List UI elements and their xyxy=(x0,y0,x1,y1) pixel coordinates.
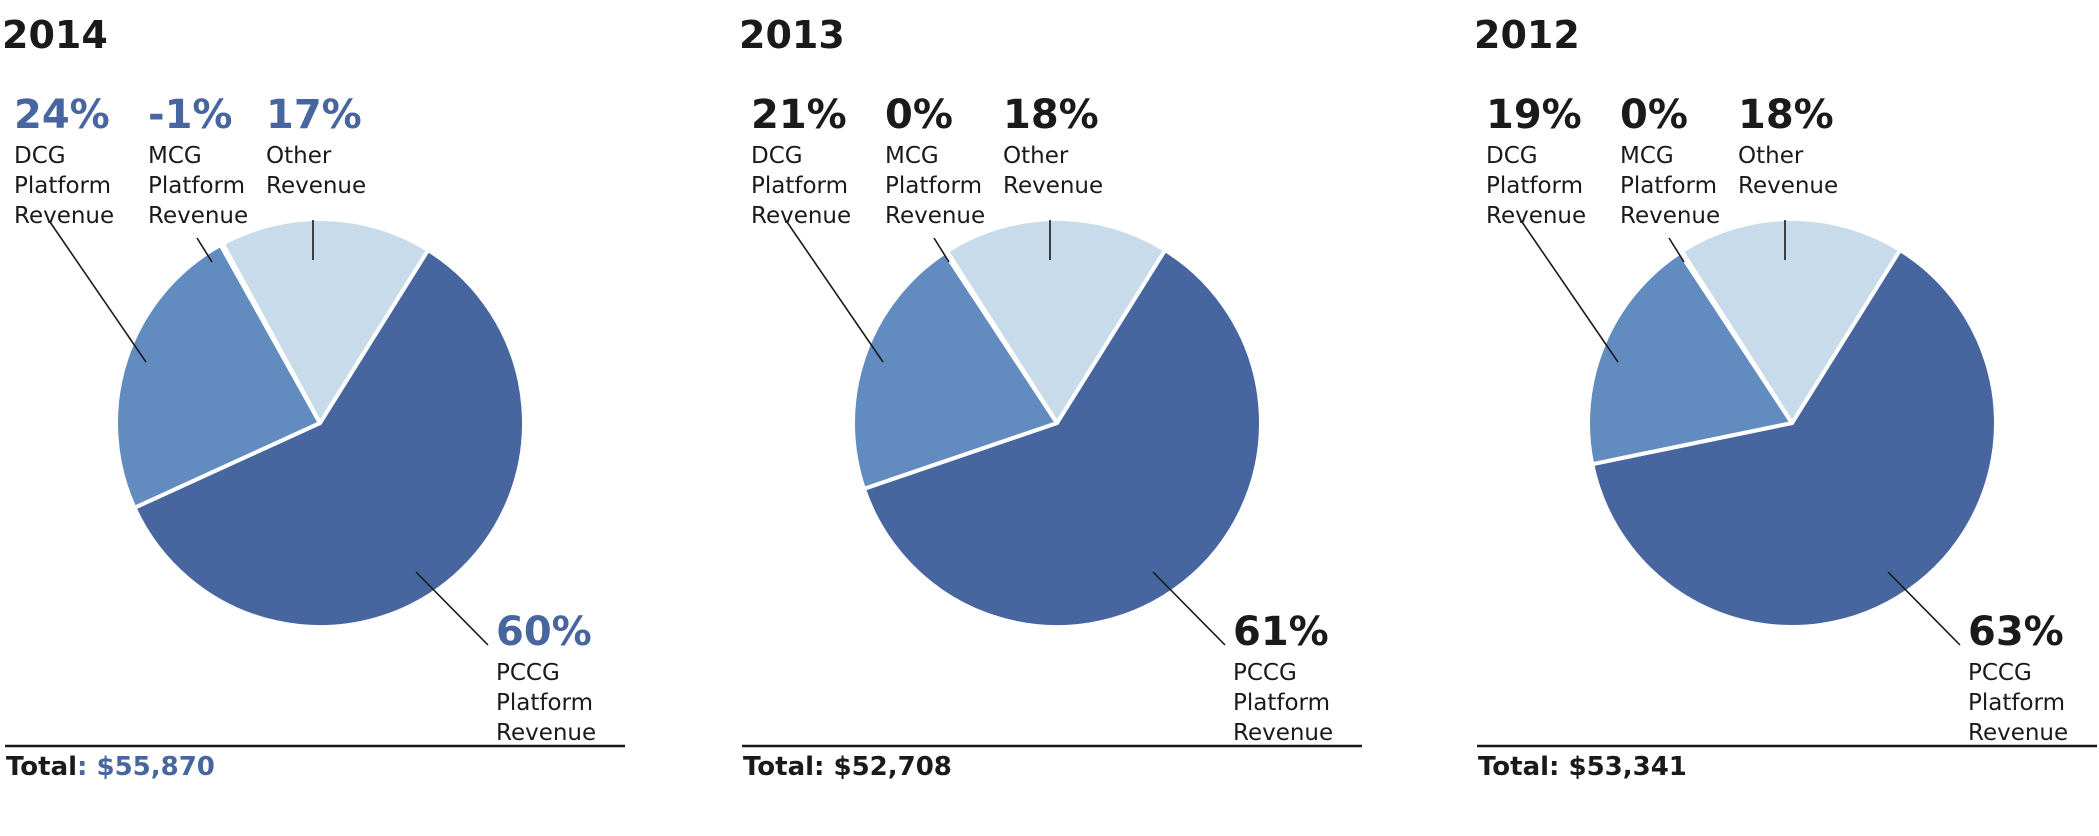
segment-label-pccg: PCCG xyxy=(496,660,560,686)
pie-slice-other xyxy=(944,217,1168,425)
segment-label-pccg: Revenue xyxy=(1968,720,2068,746)
pie-slice-dcg xyxy=(851,250,1059,491)
leader-line-mcg xyxy=(1668,237,1685,263)
total-label: Total xyxy=(6,752,77,782)
segment-label-mcg: Revenue xyxy=(885,203,985,229)
total-label: Total xyxy=(1478,752,1549,782)
segment-label-dcg: Revenue xyxy=(1486,203,1586,229)
segment-label-mcg: Revenue xyxy=(148,203,248,229)
chart-title: 2013 xyxy=(739,13,845,57)
segment-label-pccg: Platform xyxy=(1968,690,2065,716)
pct-label-mcg: -1% xyxy=(148,92,233,138)
segment-label-mcg: Platform xyxy=(1620,173,1717,199)
pct-label-other: 17% xyxy=(266,92,362,138)
segment-label-pccg: Revenue xyxy=(496,720,596,746)
pct-label-other: 18% xyxy=(1003,92,1099,138)
segment-label-other: Revenue xyxy=(1738,173,1838,199)
pie-chart-2014: 2014 60% PCCG Platform Revenue 24% DCG Platform… xyxy=(2,13,625,782)
segment-label-pccg: Revenue xyxy=(1233,720,1333,746)
segment-label-pccg: PCCG xyxy=(1233,660,1297,686)
segment-label-dcg: Platform xyxy=(14,173,111,199)
segment-label-pccg: PCCG xyxy=(1968,660,2032,686)
pct-label-pccg: 60% xyxy=(496,609,592,655)
leader-line-mcg xyxy=(196,237,213,263)
total-value: : $55,870 xyxy=(77,752,215,782)
leader-line-dcg xyxy=(786,221,884,363)
pct-label-dcg: 21% xyxy=(751,92,847,138)
segment-label-other: Revenue xyxy=(1003,173,1103,199)
pie-chart-2013: 2013 61% PCCG Platform Revenue 21% DCG Platform… xyxy=(739,13,1362,782)
pct-label-other: 18% xyxy=(1738,92,1834,138)
segment-label-dcg: Platform xyxy=(1486,173,1583,199)
pie-slice-pccg xyxy=(132,248,526,629)
segment-label-other: Other xyxy=(266,143,332,169)
segment-label-other: Other xyxy=(1738,143,1804,169)
segment-label-pccg: Platform xyxy=(496,690,593,716)
pct-label-dcg: 24% xyxy=(14,92,110,138)
segment-label-other: Revenue xyxy=(266,173,366,199)
segment-label-other: Other xyxy=(1003,143,1069,169)
pct-label-pccg: 63% xyxy=(1968,609,2064,655)
leader-line-mcg xyxy=(933,237,950,263)
pie-chart-2012: 2012 63% PCCG Platform Revenue 19% DCG Platform… xyxy=(1474,13,2097,782)
segment-label-dcg: DCG xyxy=(1486,143,1538,169)
total-label: Total xyxy=(743,752,814,782)
segment-label-mcg: MCG xyxy=(1620,143,1674,169)
pct-label-mcg: 0% xyxy=(885,92,953,138)
total-text: Total: $52,708 xyxy=(743,752,952,782)
total-value: : $53,341 xyxy=(1549,752,1687,782)
pie-slice-pccg xyxy=(861,248,1263,629)
segment-label-mcg: Platform xyxy=(885,173,982,199)
segment-label-mcg: Platform xyxy=(148,173,245,199)
chart-title: 2014 xyxy=(2,13,108,57)
segment-label-dcg: DCG xyxy=(751,143,803,169)
segment-label-mcg: Revenue xyxy=(1620,203,1720,229)
pct-label-pccg: 61% xyxy=(1233,609,1329,655)
segment-label-dcg: Revenue xyxy=(14,203,114,229)
pct-label-dcg: 19% xyxy=(1486,92,1582,138)
leader-line-dcg xyxy=(49,221,147,363)
pie-slice-other xyxy=(220,217,431,425)
total-value: : $52,708 xyxy=(814,752,952,782)
leader-line-pccg xyxy=(1152,571,1226,646)
pie-slice-dcg xyxy=(1586,250,1794,467)
pct-label-mcg: 0% xyxy=(1620,92,1688,138)
segment-label-dcg: Platform xyxy=(751,173,848,199)
leader-line-pccg xyxy=(1887,571,1961,646)
leader-line-dcg xyxy=(1521,221,1619,363)
pie-slice-other xyxy=(1679,217,1903,425)
total-text: Total: $53,341 xyxy=(1478,752,1687,782)
segment-label-pccg: Platform xyxy=(1233,690,1330,716)
pie-slice-dcg xyxy=(114,242,322,510)
leader-line-pccg xyxy=(415,571,489,646)
chart-title: 2012 xyxy=(1474,13,1580,57)
segment-label-mcg: MCG xyxy=(148,143,202,169)
segment-label-mcg: MCG xyxy=(885,143,939,169)
segment-label-dcg: Revenue xyxy=(751,203,851,229)
total-text: Total: $55,870 xyxy=(6,752,215,782)
segment-label-dcg: DCG xyxy=(14,143,66,169)
pie-slice-pccg xyxy=(1590,248,1998,629)
